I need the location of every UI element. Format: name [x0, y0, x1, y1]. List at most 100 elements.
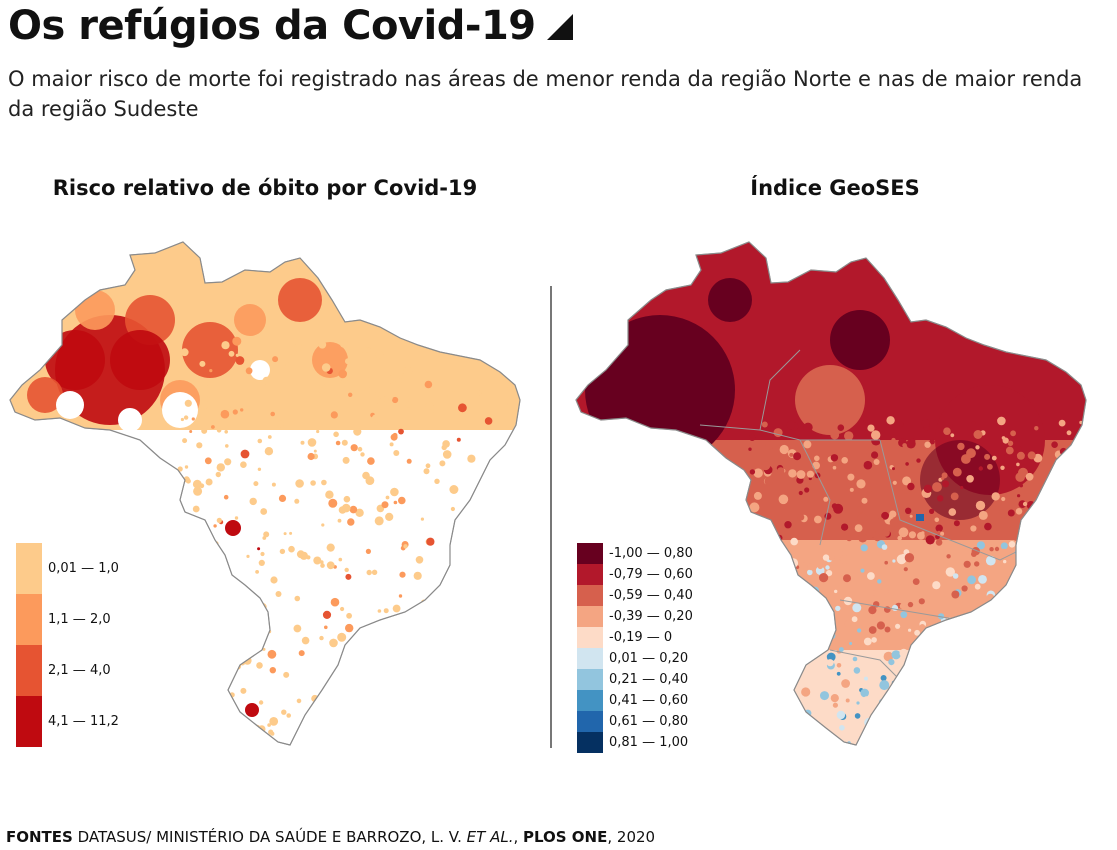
municipality-dot: [913, 661, 921, 670]
municipality-dot: [240, 687, 247, 694]
municipality-dot: [289, 531, 293, 535]
municipality-dot: [908, 531, 917, 539]
municipality-dot: [307, 452, 315, 461]
region-patch: [585, 315, 735, 465]
municipality-dot: [761, 421, 768, 428]
municipality-dot: [511, 550, 516, 555]
municipality-dot: [919, 624, 926, 630]
municipality-dot: [886, 416, 895, 425]
municipality-dot: [1056, 690, 1064, 697]
legend-swatch: [577, 627, 603, 648]
municipality-dot: [1017, 688, 1027, 698]
municipality-dot: [424, 380, 433, 389]
municipality-dot: [189, 430, 193, 433]
municipality-dot: [879, 719, 886, 726]
municipality-dot: [400, 341, 405, 346]
municipality-dot: [1011, 680, 1020, 690]
municipality-dot: [374, 391, 380, 397]
municipality-dot: [1022, 630, 1032, 639]
municipality-dot: [459, 741, 464, 745]
municipality-dot: [879, 680, 890, 691]
municipality-dot: [911, 646, 916, 651]
legend-swatch: [577, 669, 603, 690]
municipality-dot: [321, 363, 331, 372]
legend-item: 4,1 — 11,2: [16, 696, 119, 747]
municipality-dot: [508, 372, 513, 376]
municipality-dot: [938, 745, 947, 754]
municipality-dot: [220, 409, 230, 419]
municipality-dot: [894, 699, 900, 705]
municipality-dot: [801, 687, 811, 697]
municipality-dot: [905, 701, 912, 708]
municipality-dot: [360, 452, 365, 457]
municipality-dot: [826, 652, 836, 662]
municipality-dot: [891, 650, 901, 660]
municipality-dot: [899, 421, 904, 427]
municipality-dot: [1011, 499, 1016, 504]
page-subtitle: O maior risco de morte foi registrado na…: [8, 67, 1083, 121]
municipality-dot: [420, 517, 424, 521]
municipality-dot: [925, 535, 935, 545]
municipality-dot: [253, 481, 259, 487]
municipality-dot: [1001, 436, 1006, 440]
municipality-dot: [785, 627, 795, 636]
municipality-dot: [1070, 540, 1077, 547]
municipality-dot: [513, 720, 520, 728]
municipality-dot: [242, 604, 247, 608]
municipality-dot: [892, 480, 897, 485]
municipality-dot: [976, 541, 986, 550]
municipality-dot: [1008, 541, 1016, 548]
municipality-dot: [505, 686, 514, 695]
municipality-dot: [365, 548, 371, 555]
legend-item: -0,79 — 0,60: [577, 564, 693, 585]
municipality-dot: [239, 730, 249, 740]
municipality-dot: [384, 715, 392, 722]
municipality-dot: [380, 628, 385, 632]
municipality-dot: [423, 468, 430, 475]
municipality-dot: [221, 632, 231, 642]
municipality-dot: [1013, 445, 1022, 453]
municipality-dot: [947, 723, 955, 731]
municipality-dot: [329, 638, 338, 648]
municipality-dot: [1076, 639, 1081, 644]
municipality-dot: [984, 453, 991, 460]
municipality-dot: [785, 588, 790, 593]
municipality-dot: [353, 709, 357, 713]
municipality-dot: [999, 509, 1004, 515]
municipality-dot: [884, 626, 891, 633]
municipality-dot: [952, 467, 962, 477]
municipality-dot: [981, 644, 986, 649]
municipality-dot: [974, 561, 980, 567]
municipality-dot: [863, 696, 871, 704]
municipality-dot: [413, 571, 422, 580]
municipality-dot: [347, 518, 355, 526]
municipality-dot: [293, 624, 302, 633]
municipality-dot: [1062, 587, 1072, 597]
legend-swatch: [577, 648, 603, 669]
municipality-dot: [907, 482, 915, 491]
municipality-dot: [997, 677, 1005, 685]
municipality-dot: [503, 534, 509, 540]
municipality-dot: [503, 378, 512, 388]
municipality-dot: [192, 479, 202, 489]
municipality-dot: [825, 744, 831, 745]
municipality-dot: [438, 609, 445, 615]
municipality-dot: [475, 585, 484, 593]
municipality-dot: [819, 573, 829, 583]
municipality-dot: [942, 480, 950, 488]
municipality-dot: [760, 642, 767, 648]
municipality-dot: [830, 454, 839, 462]
municipality-dot: [914, 642, 919, 647]
municipality-dot: [1007, 729, 1016, 738]
municipality-dot: [1003, 682, 1012, 692]
municipality-dot: [245, 367, 253, 375]
municipality-dot: [1079, 706, 1086, 714]
municipality-dot: [769, 729, 776, 737]
municipality-dot: [811, 483, 816, 488]
municipality-dot: [878, 517, 884, 523]
municipality-dot: [903, 567, 908, 572]
legend-label: 0,81 — 1,00: [609, 735, 689, 750]
municipality-dot: [1044, 503, 1051, 509]
municipality-dot: [406, 717, 414, 725]
